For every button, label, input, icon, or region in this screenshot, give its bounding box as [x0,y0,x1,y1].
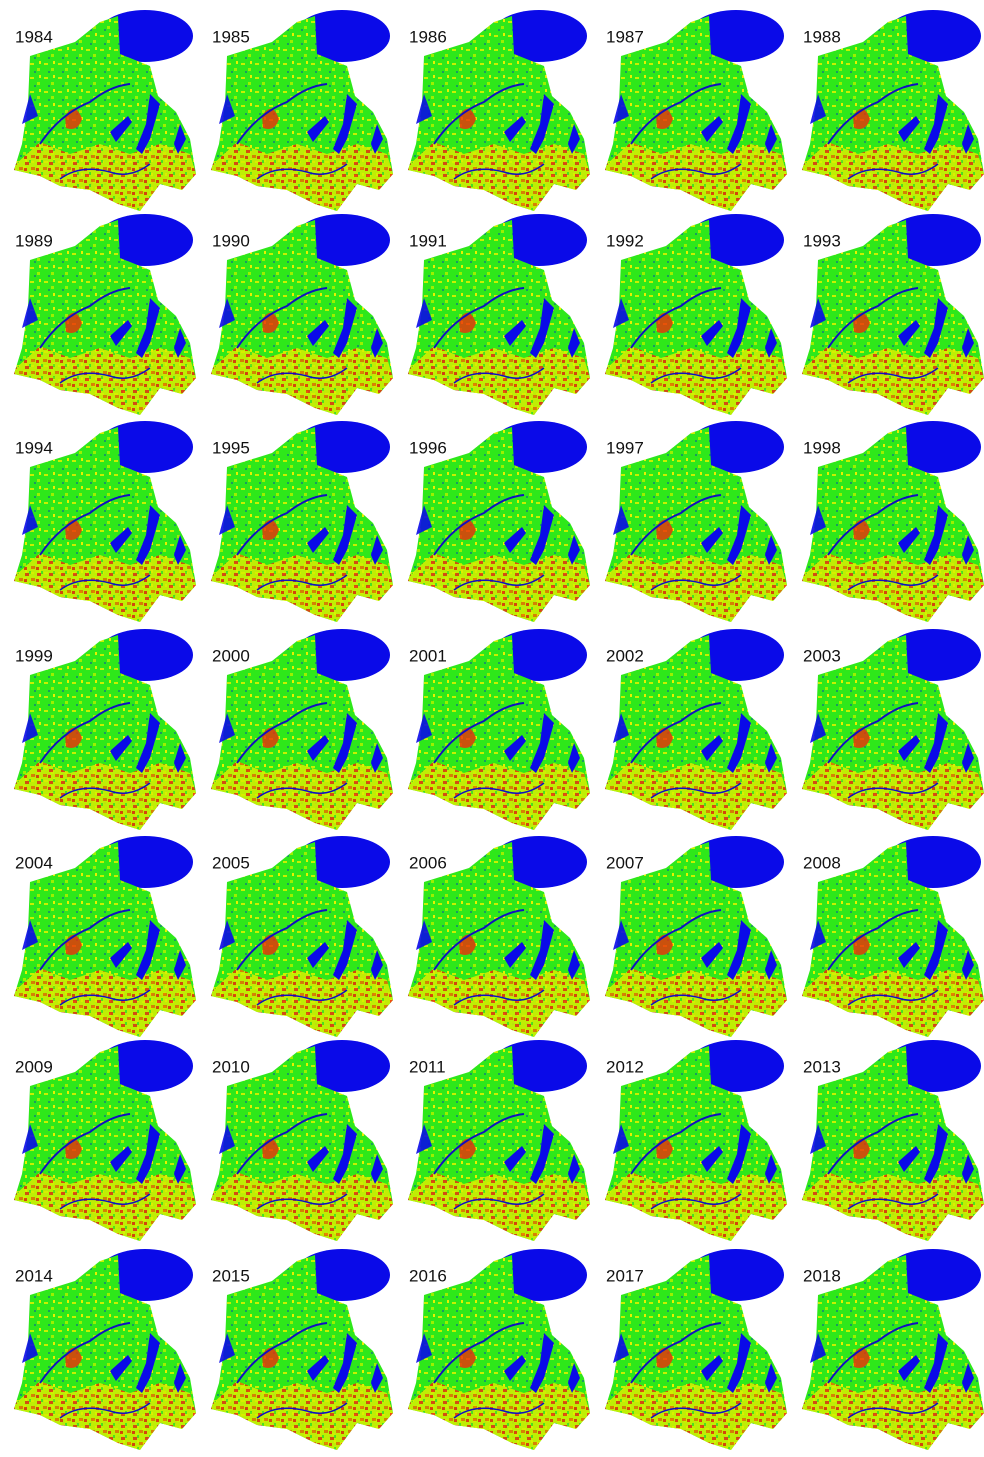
year-label: 2014 [15,1266,53,1285]
map-panel: 2006 [408,836,590,1037]
map-panel: 1997 [605,421,787,622]
year-label: 2004 [15,853,53,872]
year-label: 2006 [409,853,447,872]
year-label: 2003 [803,646,841,665]
year-label: 1992 [606,231,644,250]
year-label: 1996 [409,438,447,457]
year-label: 2002 [606,646,644,665]
year-label: 2015 [212,1266,250,1285]
year-label: 1999 [15,646,53,665]
map-panel: 1991 [408,214,590,415]
year-label: 1991 [409,231,447,250]
map-panel: 2008 [802,836,984,1037]
map-panel: 1996 [408,421,590,622]
year-label: 1984 [15,27,53,46]
map-panel: 1987 [605,10,787,211]
year-label: 2016 [409,1266,447,1285]
year-label: 2012 [606,1057,644,1076]
year-label: 2001 [409,646,447,665]
map-panel: 1993 [802,214,984,415]
map-panel: 1994 [14,421,196,622]
year-label: 2013 [803,1057,841,1076]
map-panel: 2002 [605,629,787,830]
year-label: 1995 [212,438,250,457]
year-label: 2005 [212,853,250,872]
map-panel: 1995 [211,421,393,622]
year-label: 1987 [606,27,644,46]
year-label: 2017 [606,1266,644,1285]
map-panel: 2017 [605,1249,787,1450]
year-label: 1994 [15,438,53,457]
map-panel: 1999 [14,629,196,830]
year-label: 1998 [803,438,841,457]
map-panel: 1990 [211,214,393,415]
year-label: 1990 [212,231,250,250]
year-label: 2007 [606,853,644,872]
map-panel: 2013 [802,1040,984,1241]
map-panel: 2007 [605,836,787,1037]
year-label: 1989 [15,231,53,250]
map-panel: 1992 [605,214,787,415]
year-label: 1985 [212,27,250,46]
page: {"panels": [ {"year": "1984"}, {"year": … [0,0,984,1452]
year-label: 2011 [409,1057,446,1076]
map-panel: 2010 [211,1040,393,1241]
map-panel: 2000 [211,629,393,830]
map-panel: 2011 [408,1040,590,1241]
year-label: 2010 [212,1057,250,1076]
year-label: 1986 [409,27,447,46]
year-label: 2000 [212,646,250,665]
map-panel: 1989 [14,214,196,415]
map-panel: 1985 [211,10,393,211]
year-label: 1997 [606,438,644,457]
year-label: 1988 [803,27,841,46]
map-panel: 1984 [14,10,196,211]
year-label: 2008 [803,853,841,872]
map-panel: 2005 [211,836,393,1037]
year-label: 2009 [15,1057,53,1076]
map-panel: 2018 [802,1249,984,1450]
year-label: 2018 [803,1266,841,1285]
map-panel: 2012 [605,1040,787,1241]
map-panel: 1988 [802,10,984,211]
map-panel: 2015 [211,1249,393,1450]
map-panel: 2003 [802,629,984,830]
map-panel: 1986 [408,10,590,211]
map-panel: 1998 [802,421,984,622]
map-grid: 1984 1985 1986 1987 1988 1989 1990 1991 1992 1993… [0,0,984,1452]
map-panel: 2016 [408,1249,590,1450]
map-panel: 2009 [14,1040,196,1241]
map-panel: 2001 [408,629,590,830]
map-panel: 2014 [14,1249,196,1450]
year-label: 1993 [803,231,841,250]
map-panel: 2004 [14,836,196,1037]
